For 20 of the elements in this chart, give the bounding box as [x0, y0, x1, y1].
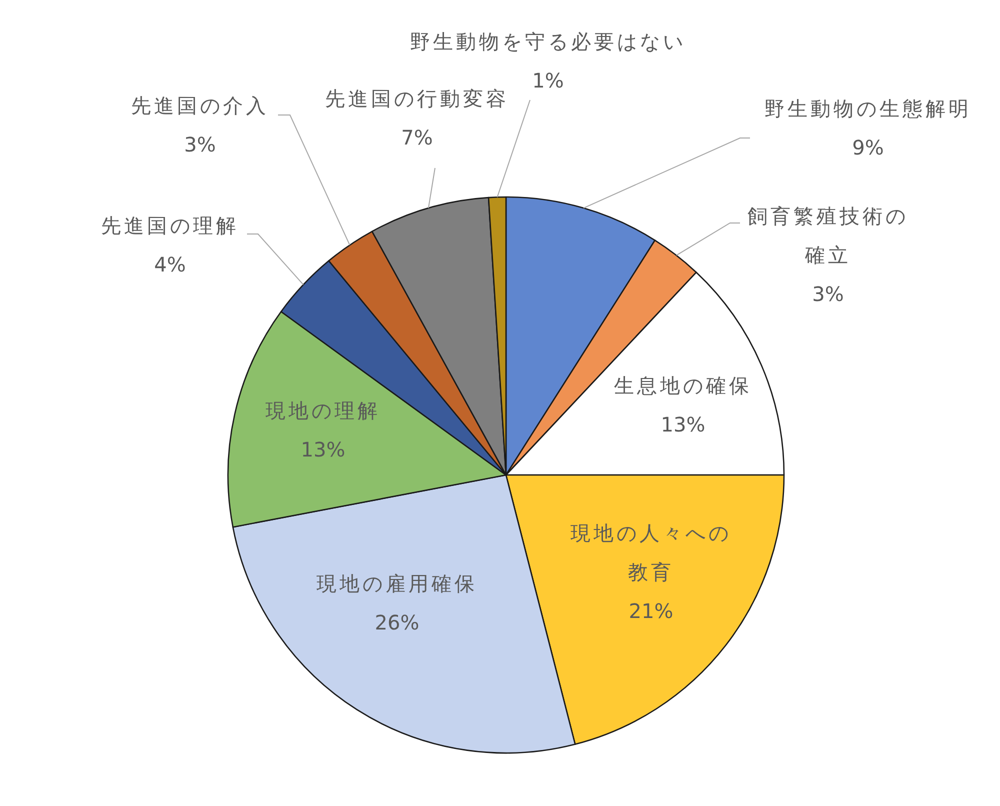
slice-label: 先進国の介入: [131, 94, 269, 118]
slice-label: 生息地の確保: [614, 374, 752, 398]
data-label: 9%: [852, 136, 884, 160]
data-label: 7%: [401, 126, 433, 150]
slice-label: 野生動物を守る必要はない: [410, 30, 686, 54]
data-label: 3%: [184, 132, 216, 156]
slice-label: 先進国の行動変容: [325, 86, 509, 110]
slice-label: 野生動物の生態解明: [764, 96, 972, 120]
data-label: 13%: [300, 438, 346, 462]
data-label: 26%: [374, 610, 420, 634]
slice-label: 飼育繁殖技術の確立: [748, 204, 908, 267]
data-label: 1%: [532, 68, 564, 92]
slice-label: 先進国の理解: [101, 214, 239, 238]
slice-label: 現地の理解: [266, 398, 380, 422]
slice-label: 現地の雇用確保: [316, 572, 478, 596]
data-label: 4%: [154, 252, 186, 276]
data-label: 3%: [812, 282, 844, 306]
data-label: 13%: [660, 412, 706, 436]
data-label: 21%: [628, 599, 674, 623]
slice-label: 現地の人々への教育: [570, 521, 732, 584]
